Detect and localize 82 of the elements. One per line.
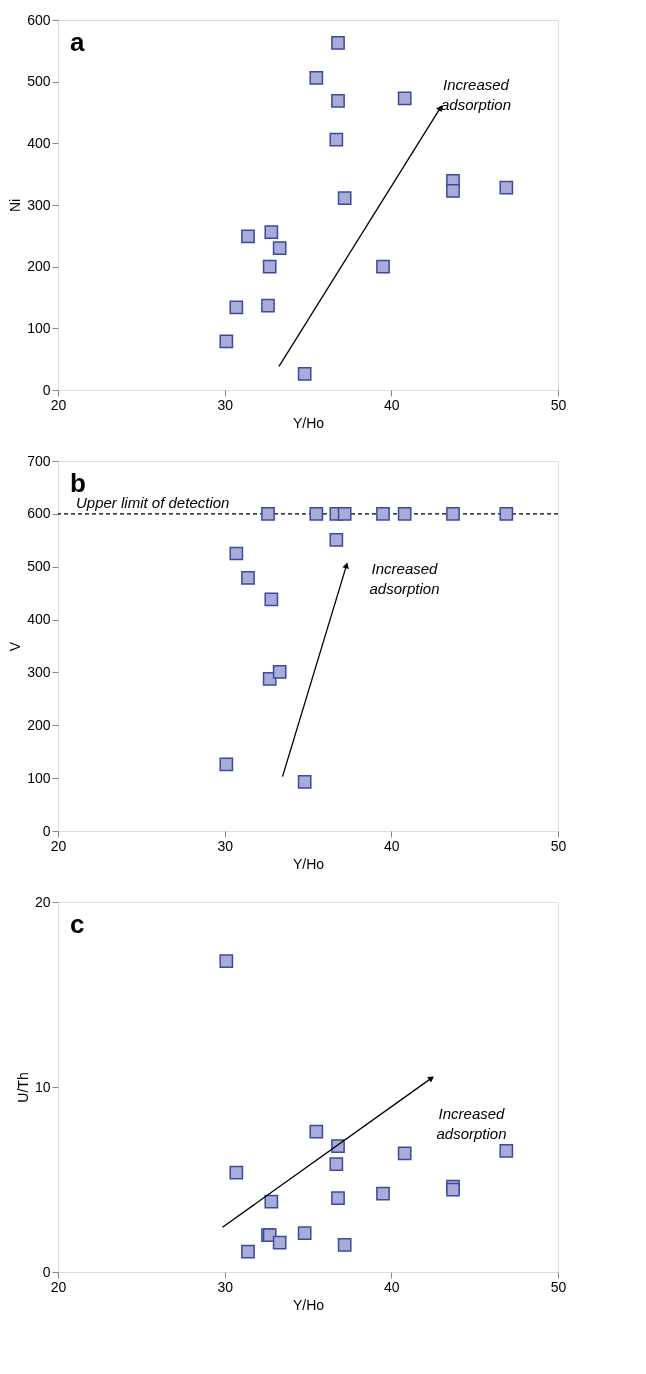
y-tick-label: 400 <box>27 134 51 151</box>
point <box>499 506 514 521</box>
annotation: a <box>70 27 85 57</box>
x-axis-title: Y/Ho <box>292 414 325 431</box>
y-tick-label: 100 <box>27 769 51 786</box>
y-tick-label: 0 <box>42 381 51 398</box>
point <box>309 1124 324 1139</box>
point <box>329 1157 344 1172</box>
point <box>272 241 287 256</box>
point <box>272 1235 287 1250</box>
y-tick-label: 700 <box>27 452 51 469</box>
point <box>337 506 352 521</box>
point <box>397 506 412 521</box>
point <box>219 954 234 969</box>
point <box>329 532 344 547</box>
y-tick-label: 300 <box>27 196 51 213</box>
point <box>219 757 234 772</box>
y-tick-label: 100 <box>27 319 51 336</box>
point <box>261 506 275 521</box>
x-tick-label: 30 <box>217 1278 234 1295</box>
point <box>297 774 312 789</box>
x-tick-label: 40 <box>384 396 400 413</box>
y-tick-label: 300 <box>27 663 51 680</box>
x-tick-label: 50 <box>550 1278 567 1295</box>
point <box>241 570 255 585</box>
point <box>262 259 277 274</box>
x-tick-label: 40 <box>384 1278 400 1295</box>
point <box>272 665 287 679</box>
point <box>397 1146 412 1161</box>
x-tick-label: 50 <box>550 396 567 413</box>
point <box>219 334 234 349</box>
point <box>264 1194 279 1209</box>
point <box>264 592 279 607</box>
y-tick-label: 500 <box>27 558 51 575</box>
point <box>229 1165 244 1180</box>
annotation: c <box>70 909 85 939</box>
x-axis-title: Y/Ho <box>292 855 325 872</box>
y-tick-label: 200 <box>27 716 51 733</box>
point <box>309 71 324 85</box>
x-tick-label: 30 <box>217 837 234 854</box>
point <box>261 298 275 313</box>
y-tick-label: 600 <box>27 11 51 28</box>
point <box>499 1143 514 1158</box>
point <box>229 300 244 315</box>
x-tick-label: 50 <box>550 837 567 854</box>
point <box>229 546 244 561</box>
point <box>297 367 312 381</box>
x-axis-title: Y/Ho <box>292 1296 325 1313</box>
point <box>397 91 412 106</box>
point <box>264 225 279 240</box>
point <box>331 93 345 108</box>
point <box>376 1186 390 1201</box>
y-axis-title: Ni <box>7 198 24 213</box>
point <box>331 1191 345 1206</box>
annotation: Increased adsorption <box>369 560 440 598</box>
annotation: Increased adsorption <box>436 1105 507 1143</box>
point <box>446 183 460 198</box>
point <box>329 132 344 147</box>
point <box>376 506 390 521</box>
x-tick-label: 40 <box>384 837 400 854</box>
annotation: Increased adsorption <box>440 75 512 113</box>
y-tick-label: 0 <box>42 822 51 839</box>
y-tick-label: 10 <box>34 1078 51 1095</box>
y-tick-label: 0 <box>42 1263 51 1280</box>
point <box>309 506 324 521</box>
y-axis-title: U/Th <box>14 1072 31 1103</box>
point <box>331 35 345 50</box>
point <box>337 1238 352 1252</box>
y-tick-label: 600 <box>27 505 51 522</box>
y-tick-label: 20 <box>34 893 51 910</box>
point <box>297 1226 312 1241</box>
y-tick-label: 500 <box>27 73 51 90</box>
point <box>499 180 514 195</box>
point <box>241 229 255 244</box>
y-tick-label: 400 <box>27 611 51 628</box>
point <box>446 506 460 521</box>
y-tick-label: 200 <box>27 258 51 275</box>
point <box>241 1244 255 1259</box>
x-tick-label: 30 <box>217 396 234 413</box>
point <box>337 191 352 206</box>
point <box>376 259 390 274</box>
y-axis-title: V <box>7 641 24 652</box>
